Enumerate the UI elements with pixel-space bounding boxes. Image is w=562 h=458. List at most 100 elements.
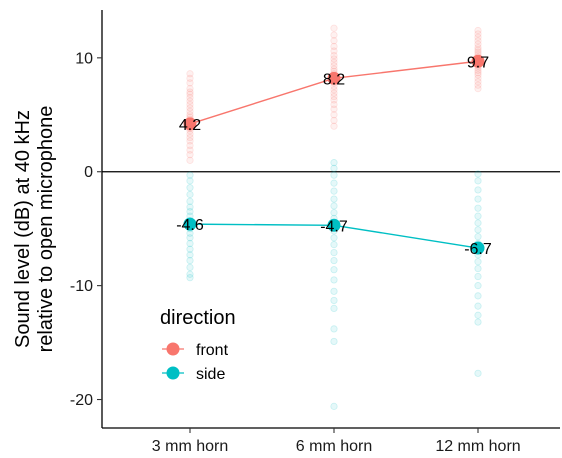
data-point-side [186, 274, 194, 282]
data-point-front [186, 133, 194, 142]
axes-layer: -20 -10 0 10 3 mm horn 6 mm horn 12 mm horn [70, 10, 560, 455]
mean-point-front [471, 54, 485, 68]
data-point-front [330, 37, 338, 45]
mean-label-side: -4.6 [176, 217, 204, 234]
data-point-side [474, 292, 482, 300]
x-tick-label: 6 mm horn [296, 438, 372, 455]
data-point-side [186, 234, 194, 242]
data-point-front [186, 90, 194, 98]
data-point-side [474, 219, 482, 227]
data-point-front [330, 86, 338, 94]
data-point-side [474, 258, 482, 266]
data-point-side [474, 170, 482, 178]
data-point-side [330, 234, 338, 242]
data-point-side [474, 369, 482, 377]
mean-point-front [327, 71, 341, 85]
mean-point-front [183, 117, 197, 131]
mean-points-layer [183, 54, 485, 255]
mean-label-side: -6.7 [464, 241, 492, 258]
data-point-side [474, 282, 482, 290]
data-point-front [330, 100, 338, 109]
data-point-side [474, 264, 482, 273]
data-point-side [330, 209, 338, 217]
legend-label-front: front [196, 342, 229, 359]
data-point-front [186, 74, 194, 82]
data-point-front [186, 130, 194, 138]
legend-entry-side: side [162, 366, 225, 383]
data-point-side [330, 187, 338, 195]
data-point-front [186, 84, 194, 93]
mean-label-front: 9.7 [467, 54, 489, 71]
legend: direction front side [160, 307, 236, 383]
data-point-side [474, 195, 482, 203]
data-point-side [186, 251, 194, 259]
data-point-side [186, 197, 194, 205]
data-point-front [474, 84, 482, 93]
data-point-front [330, 122, 338, 130]
data-point-side [330, 159, 338, 167]
data-point-side [330, 164, 338, 172]
data-point-side [330, 266, 338, 274]
data-point-front [186, 104, 194, 112]
data-point-side [330, 337, 338, 346]
mean-label-front: 8.2 [323, 71, 345, 88]
data-point-side [474, 318, 482, 326]
data-point-side [474, 204, 482, 212]
data-point-front [330, 96, 338, 104]
mean-label-side: -4.7 [320, 218, 348, 235]
data-point-side [186, 171, 194, 179]
data-point-side [330, 202, 338, 210]
data-point-side [474, 272, 482, 281]
data-point-front [474, 26, 482, 35]
data-point-side [330, 195, 338, 203]
x-tick-label: 3 mm horn [152, 438, 228, 455]
data-point-front [330, 92, 338, 101]
data-point-front [186, 79, 194, 87]
data-point-side [330, 248, 338, 257]
y-axis-title-line-2: relative to open microphone [35, 106, 57, 353]
data-point-side [330, 304, 338, 313]
data-point-front [474, 81, 482, 89]
data-point-front [474, 30, 482, 38]
legend-entry-front: front [162, 342, 229, 359]
legend-label-side: side [196, 366, 225, 383]
data-point-front [330, 58, 338, 66]
data-point-front [186, 156, 194, 164]
y-axis-title: Sound level (dB) at 40 kHz relative to o… [12, 106, 57, 353]
data-point-side [330, 296, 338, 305]
data-point-side [186, 239, 194, 248]
data-point-side [474, 212, 482, 220]
data-point-front [186, 146, 194, 154]
data-point-side [474, 177, 482, 185]
data-point-front [330, 42, 338, 51]
data-point-side [330, 402, 338, 410]
legend-title: direction [160, 307, 236, 329]
data-point-front [474, 40, 482, 48]
y-tick-label: 10 [75, 50, 93, 67]
data-point-front [330, 24, 338, 32]
data-point-side [186, 270, 194, 278]
data-point-front [474, 71, 482, 79]
data-point-side [474, 226, 482, 234]
mean-point-side [471, 241, 485, 255]
data-point-side [330, 276, 338, 284]
data-point-front [330, 89, 338, 97]
data-point-front [186, 151, 194, 159]
x-tick-label: 12 mm horn [435, 438, 520, 455]
data-point-front [330, 31, 338, 39]
data-point-side [330, 241, 338, 249]
mean-point-side [183, 217, 197, 231]
data-point-side [186, 203, 194, 211]
data-point-front [186, 97, 194, 105]
y-axis-title-line-1: Sound level (dB) at 40 kHz [12, 110, 34, 348]
data-point-front [330, 105, 338, 113]
data-point-side [186, 245, 194, 253]
data-point-front [330, 47, 338, 55]
data-point-front [330, 111, 338, 119]
data-point-front [330, 116, 338, 125]
data-point-side [330, 179, 338, 187]
data-point-side [330, 287, 338, 295]
data-point-side [186, 177, 194, 185]
data-point-side [474, 302, 482, 310]
